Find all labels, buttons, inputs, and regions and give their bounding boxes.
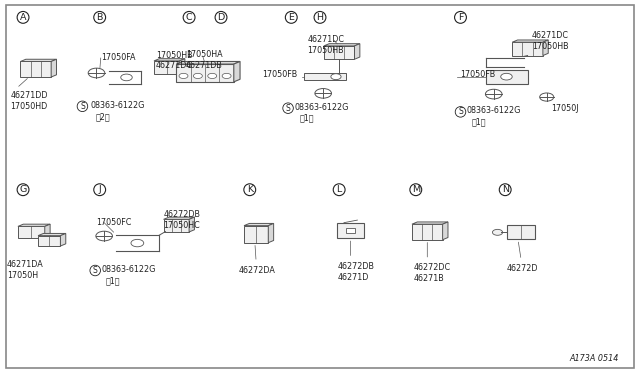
Text: B: B	[97, 13, 103, 22]
Text: C: C	[186, 13, 193, 22]
Polygon shape	[512, 40, 548, 42]
Text: 46272DA: 46272DA	[238, 266, 275, 275]
Bar	[337, 223, 364, 238]
Polygon shape	[268, 224, 274, 243]
Polygon shape	[164, 217, 195, 219]
Text: D: D	[218, 13, 225, 22]
Bar	[412, 224, 443, 240]
Polygon shape	[324, 44, 360, 46]
Bar	[486, 70, 527, 84]
Circle shape	[500, 73, 512, 80]
Circle shape	[193, 73, 202, 78]
Polygon shape	[189, 217, 195, 232]
Polygon shape	[179, 59, 185, 74]
Text: S: S	[93, 266, 97, 275]
Circle shape	[492, 230, 502, 235]
Text: 46272DB
46271D: 46272DB 46271D	[338, 262, 375, 282]
Text: F: F	[458, 13, 463, 22]
Text: E: E	[289, 13, 294, 22]
Circle shape	[208, 73, 217, 78]
Text: 17050FA: 17050FA	[101, 52, 136, 62]
Text: 46271DC
17050HB: 46271DC 17050HB	[532, 31, 569, 51]
Text: 17050FB: 17050FB	[262, 70, 298, 79]
Text: K: K	[246, 185, 253, 194]
Text: 46272D: 46272D	[507, 264, 539, 273]
Circle shape	[131, 239, 144, 247]
Text: 08363-6122G: 08363-6122G	[102, 265, 156, 274]
Bar	[507, 225, 535, 239]
Text: 17050FC: 17050FC	[97, 218, 132, 227]
Text: 46272DC
46271B: 46272DC 46271B	[413, 263, 451, 283]
Text: H: H	[317, 13, 323, 22]
Text: 46271DA
17050H: 46271DA 17050H	[7, 260, 44, 280]
Text: G: G	[19, 185, 27, 194]
Polygon shape	[154, 59, 185, 61]
Bar	[176, 64, 234, 82]
Polygon shape	[60, 234, 66, 246]
Text: J: J	[99, 185, 101, 194]
Text: S: S	[285, 104, 291, 113]
Bar	[154, 61, 179, 74]
Text: M: M	[412, 185, 420, 194]
Text: 17050J: 17050J	[551, 104, 579, 113]
Polygon shape	[176, 61, 240, 64]
Text: 46271DC
17050HB: 46271DC 17050HB	[307, 35, 344, 55]
Text: （1）: （1）	[106, 276, 120, 285]
Text: （1）: （1）	[300, 114, 314, 123]
Text: 08363-6122G: 08363-6122G	[467, 106, 521, 115]
Text: 46271DD
17050HD: 46271DD 17050HD	[10, 92, 48, 111]
Bar	[304, 73, 346, 80]
Polygon shape	[38, 234, 66, 235]
Polygon shape	[51, 59, 56, 77]
Bar	[18, 227, 45, 238]
Polygon shape	[20, 59, 56, 61]
Polygon shape	[355, 44, 360, 59]
Polygon shape	[244, 224, 274, 226]
Polygon shape	[45, 224, 50, 238]
Polygon shape	[412, 222, 448, 224]
Polygon shape	[234, 61, 240, 82]
Text: 17050FB: 17050FB	[461, 70, 496, 79]
Text: 08363-6122G: 08363-6122G	[90, 101, 145, 110]
Polygon shape	[443, 222, 448, 240]
Text: L: L	[337, 185, 342, 194]
Bar	[346, 228, 355, 233]
Text: （2）: （2）	[95, 112, 110, 121]
Text: 08363-6122G: 08363-6122G	[294, 103, 349, 112]
Text: A: A	[20, 13, 26, 22]
Text: 17050HB
46271DC: 17050HB 46271DC	[156, 51, 193, 70]
Circle shape	[222, 73, 231, 78]
Circle shape	[179, 73, 188, 78]
Bar	[512, 42, 543, 55]
Bar	[244, 226, 268, 243]
Circle shape	[121, 74, 132, 81]
Text: S: S	[80, 102, 85, 111]
Circle shape	[331, 74, 341, 80]
Text: 17050HA
46271DB: 17050HA 46271DB	[186, 50, 223, 70]
Polygon shape	[18, 224, 50, 227]
Text: （1）: （1）	[472, 118, 486, 126]
Polygon shape	[543, 40, 548, 55]
Text: N: N	[502, 185, 509, 194]
Bar	[20, 61, 51, 77]
Text: S: S	[458, 108, 463, 116]
Bar	[324, 46, 355, 59]
Bar	[164, 219, 189, 232]
Text: 46272DB
17050HC: 46272DB 17050HC	[164, 210, 200, 230]
Bar	[38, 235, 60, 246]
Text: A173A 0514: A173A 0514	[570, 354, 619, 363]
